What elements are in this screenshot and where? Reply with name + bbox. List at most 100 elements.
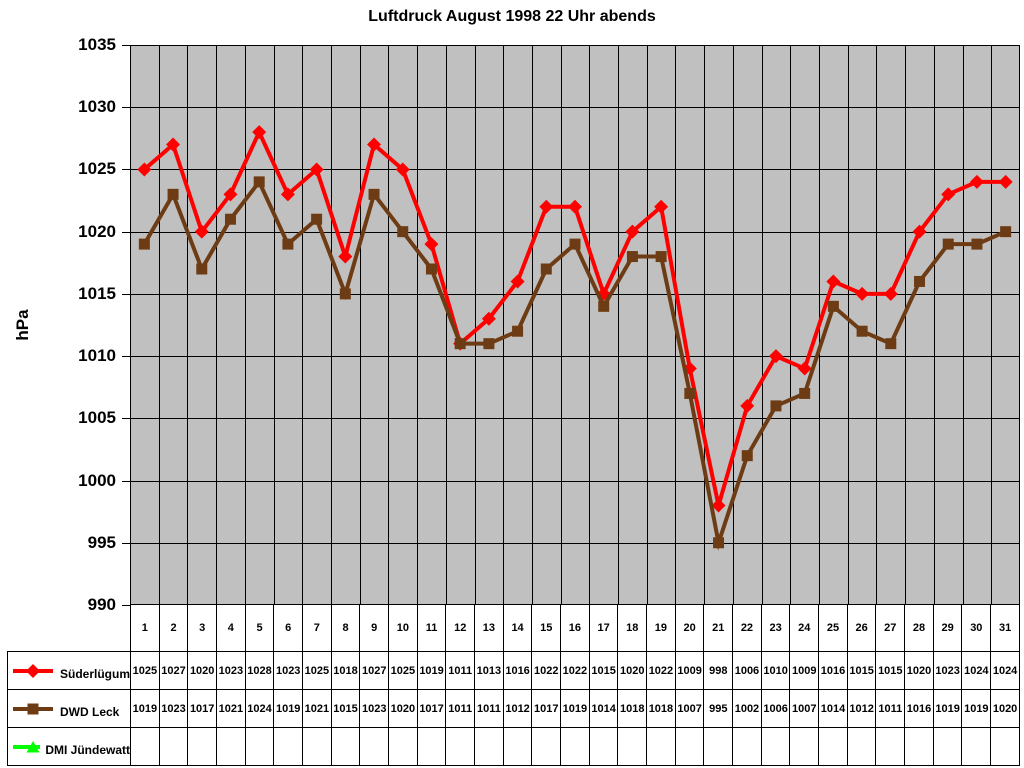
value-cell <box>187 727 218 766</box>
data-table: 1 2 3 4 5 6 7 8 9 10 11 12 13 14 15 16 17 18 19 20 21 22 23 24 2… <box>7 605 1020 766</box>
value-cell: 1019 <box>273 689 304 728</box>
day-header-cell: 19 <box>646 605 676 652</box>
data-point-marker <box>912 224 927 239</box>
value-cell: 1022 <box>531 651 562 690</box>
value-cell: 1019 <box>560 689 590 728</box>
value-cell: 1018 <box>330 651 361 690</box>
data-point-marker <box>510 274 525 289</box>
series-label: DWD Leck <box>60 704 120 719</box>
day-header-cell: 30 <box>961 605 992 652</box>
value-cell: 1025 <box>388 651 418 690</box>
value-cell <box>846 727 877 766</box>
day-header-cell: 8 <box>330 605 361 652</box>
data-point-marker <box>883 286 898 301</box>
data-point-marker <box>711 498 726 513</box>
value-cell: 998 <box>703 651 734 690</box>
value-cell: 1020 <box>904 651 934 690</box>
data-point-marker <box>454 338 466 350</box>
value-cell: 1022 <box>646 651 676 690</box>
data-point-marker <box>26 663 40 678</box>
value-cell: 1023 <box>273 651 304 690</box>
series-row: DMI Jündewatt <box>7 727 1020 766</box>
y-axis-tick-label: 1000 <box>78 470 116 490</box>
value-cell: 1027 <box>158 651 189 690</box>
day-header-cell: 10 <box>388 605 418 652</box>
value-cell: 1015 <box>875 651 906 690</box>
data-point-marker <box>483 338 495 350</box>
value-cell: 1028 <box>244 651 275 690</box>
day-header-cell: 31 <box>990 605 1020 652</box>
value-cell: 1025 <box>302 651 332 690</box>
plot-area <box>122 45 1020 606</box>
y-axis-tick-label: 1030 <box>78 97 116 117</box>
y-axis-tick-label: 1025 <box>78 159 116 179</box>
data-point-marker <box>1000 226 1012 238</box>
day-header-cell: 5 <box>244 605 275 652</box>
data-point-marker <box>713 537 725 549</box>
data-point-marker <box>914 275 926 287</box>
data-point-marker <box>368 188 380 200</box>
value-cell: 1009 <box>674 651 705 690</box>
day-header-cell: 6 <box>273 605 304 652</box>
value-cell <box>990 727 1020 766</box>
data-point-marker <box>224 213 236 225</box>
y-axis-tick-label: 995 <box>87 532 116 552</box>
series-row: DWD Leck 1019 1023 1017 1021 1024 1019 1021 1015… <box>7 689 1020 728</box>
data-point-marker <box>338 249 353 264</box>
value-cell: 1023 <box>216 651 246 690</box>
value-cell: 1027 <box>359 651 390 690</box>
data-point-marker <box>598 300 610 312</box>
value-cell: 1017 <box>531 689 562 728</box>
data-point-marker <box>309 162 324 177</box>
data-point-marker <box>539 199 554 214</box>
data-point-marker <box>626 251 638 263</box>
value-cell: 995 <box>703 689 734 728</box>
day-header-cell: 24 <box>789 605 820 652</box>
value-cell: 1012 <box>502 689 533 728</box>
value-cell: 1009 <box>789 651 820 690</box>
data-point-marker <box>768 349 783 364</box>
value-cell <box>359 727 390 766</box>
value-cell: 1011 <box>445 651 476 690</box>
value-cell: 1024 <box>990 651 1020 690</box>
data-point-marker <box>827 300 839 312</box>
value-cell: 1007 <box>674 689 705 728</box>
value-cell: 1017 <box>416 689 447 728</box>
data-point-marker <box>27 703 39 714</box>
day-header-cell: 12 <box>445 605 476 652</box>
legend-header-spacer <box>8 605 131 652</box>
data-point-marker <box>167 188 179 200</box>
day-header-cell: 28 <box>904 605 934 652</box>
value-cell <box>588 727 619 766</box>
value-cell <box>158 727 189 766</box>
legend-cell: DMI Jündewatt <box>7 727 131 766</box>
square-marker-icon <box>13 703 53 714</box>
plot-background <box>130 45 1020 605</box>
data-point-marker <box>826 274 841 289</box>
day-header-cell: 11 <box>416 605 447 652</box>
data-point-marker <box>770 400 782 412</box>
value-cell: 1016 <box>818 651 848 690</box>
data-point-marker <box>395 162 410 177</box>
value-cell <box>216 727 246 766</box>
value-cell: 1012 <box>846 689 877 728</box>
value-cell: 1011 <box>875 689 906 728</box>
data-point-marker <box>625 224 640 239</box>
value-cell: 1017 <box>187 689 218 728</box>
value-cell <box>330 727 361 766</box>
data-point-marker <box>194 224 209 239</box>
value-cell: 1015 <box>846 651 877 690</box>
day-header-cell: 29 <box>932 605 963 652</box>
data-point-marker <box>741 450 753 462</box>
series-square <box>138 176 1012 551</box>
data-point-marker <box>856 325 868 337</box>
day-header-cell: 23 <box>760 605 791 652</box>
day-header-row: 1 2 3 4 5 6 7 8 9 10 11 12 13 14 15 16 17 18 19 20 21 22 23 24 2… <box>8 605 1020 652</box>
data-point-marker <box>253 176 265 188</box>
data-point-marker <box>282 238 294 250</box>
day-header-cell: 20 <box>674 605 705 652</box>
data-point-marker <box>512 325 524 337</box>
value-cell: 1021 <box>302 689 332 728</box>
data-point-marker <box>654 199 669 214</box>
